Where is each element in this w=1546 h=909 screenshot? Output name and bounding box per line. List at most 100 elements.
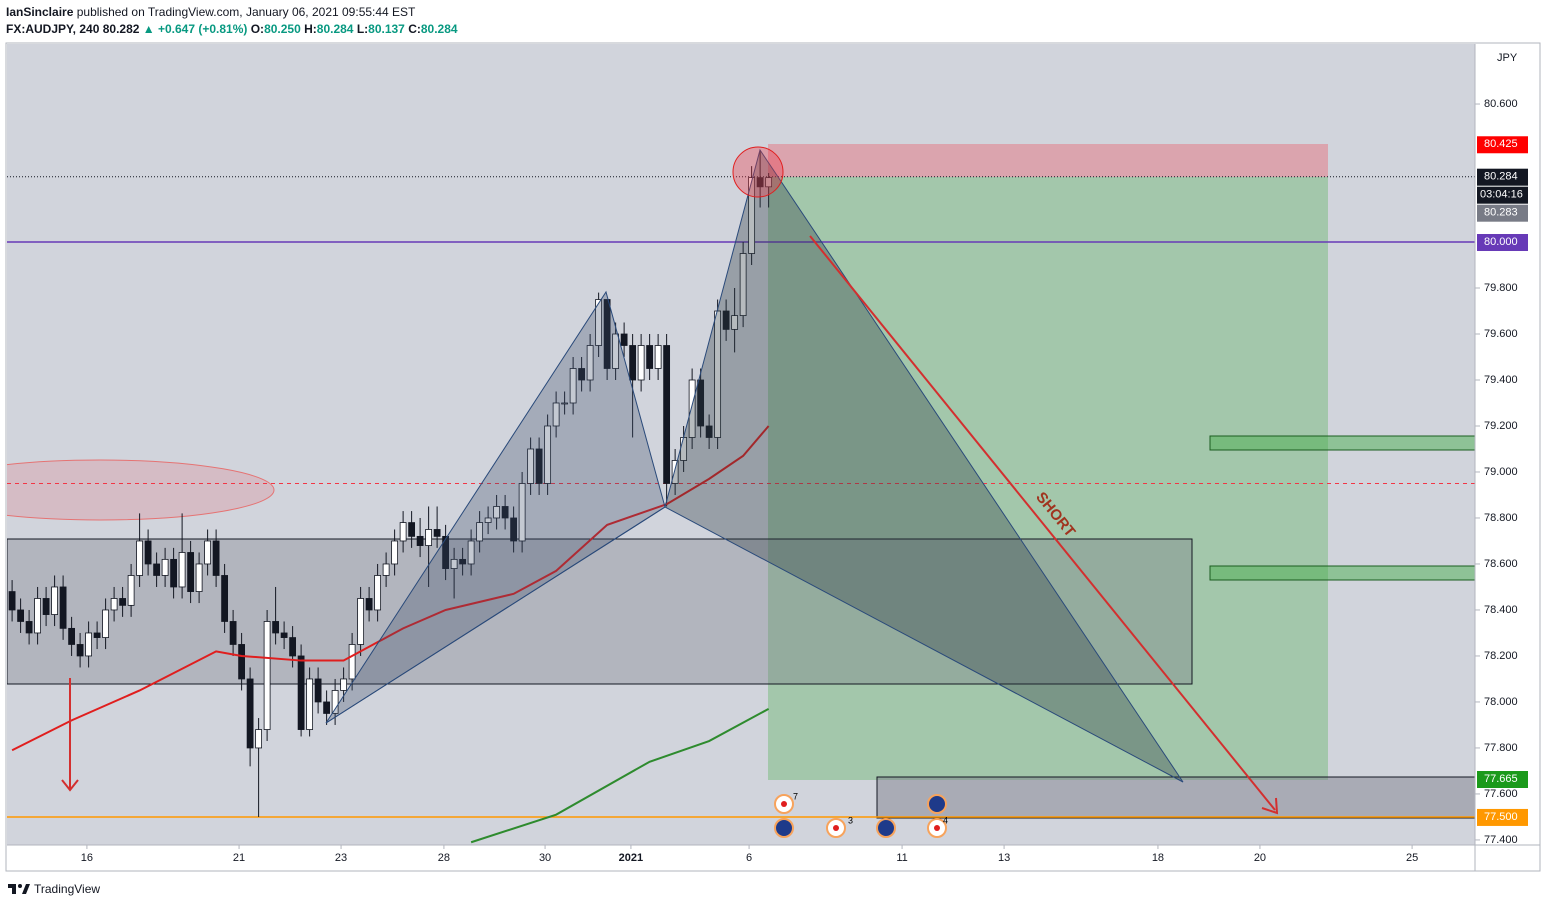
ohlc-o-value: 80.250 [264, 22, 301, 36]
candle-body [493, 506, 501, 519]
candle-body [297, 655, 305, 730]
candle-body [178, 552, 186, 588]
candle-body [85, 632, 93, 657]
candle-body [518, 483, 526, 542]
candle-body [340, 678, 348, 691]
brand: TradingView [34, 882, 101, 896]
candle-body [391, 540, 399, 565]
candle-body [93, 632, 101, 638]
event-count: 4 [943, 815, 948, 825]
pattern-line [325, 506, 666, 724]
y-tick-label: 77.600 [1484, 788, 1518, 800]
candle-body [348, 644, 356, 680]
candle-body [68, 627, 76, 645]
pattern: SHORT 7 3 4 [61, 146, 1279, 838]
candle-body [289, 637, 297, 657]
candle-body [246, 678, 254, 749]
y-tick-label: 79.600 [1484, 328, 1518, 340]
x-tick-label: 18 [1152, 852, 1164, 864]
price-label: 80.425 [1484, 138, 1518, 150]
candle-body [331, 690, 339, 714]
x-tick-label: 6 [746, 852, 752, 864]
candle-body [170, 558, 178, 588]
event-marker [927, 794, 947, 814]
header: IanSinclaire published on TradingView.co… [6, 4, 458, 38]
y-tick-label: 78.600 [1484, 558, 1518, 570]
ellipse [7, 459, 275, 521]
candle-body [722, 310, 730, 330]
candle-body [442, 535, 450, 569]
x-tick-label: 23 [335, 852, 347, 864]
candle-body [323, 701, 331, 714]
footer: TradingView [8, 882, 100, 896]
candle-body [578, 368, 586, 381]
candle-body [654, 345, 662, 369]
candle-body [467, 540, 475, 565]
candle-body [365, 598, 373, 611]
candle-body [161, 558, 169, 576]
candle-body [399, 522, 407, 542]
y-tick-label: 78.200 [1484, 650, 1518, 662]
candle-body [484, 517, 492, 523]
candle-body [263, 621, 271, 730]
candle-body [765, 177, 773, 188]
countdown-bg [1477, 186, 1528, 204]
candle-body [374, 575, 382, 611]
candle-body [229, 621, 237, 645]
x-tick-label: 2021 [619, 852, 643, 864]
short-arrow [809, 235, 1276, 811]
price-label-bg [1477, 808, 1528, 826]
y-tick-label: 78.000 [1484, 696, 1518, 708]
axes: 77.400 77.600 77.800 78.000 78.200 78.400 78.6… [81, 98, 1528, 864]
price-label-bg [1477, 136, 1528, 154]
ohlc-o: O: [250, 22, 265, 36]
y-tick-label: 79.200 [1484, 420, 1518, 432]
candle-body [110, 598, 118, 611]
stop-zone [768, 144, 1328, 177]
candle-body [535, 448, 543, 484]
event-marker [876, 818, 896, 838]
candle-body [731, 315, 739, 330]
candle-body [603, 299, 611, 369]
y-tick-label: 79.400 [1484, 374, 1518, 386]
candle-body [136, 540, 144, 576]
candle-body [620, 333, 628, 346]
arrow-head [1261, 797, 1279, 815]
x-tick-label: 13 [998, 852, 1010, 864]
candle-body [25, 621, 33, 634]
x-tick-label: 20 [1254, 852, 1266, 864]
candle-body [756, 177, 764, 188]
pattern-leg [664, 148, 1184, 783]
x-tick-label: 30 [539, 852, 551, 864]
candle-body [238, 644, 246, 680]
price-label-bg [1477, 234, 1528, 252]
candle-body [433, 529, 441, 537]
x-tick-label: 11 [896, 852, 907, 864]
price-label-bg [1477, 770, 1528, 788]
candle-body [459, 558, 467, 565]
price-label-bg [1477, 168, 1528, 186]
currency: JPY [1497, 52, 1518, 64]
candle-body [416, 535, 424, 546]
candle-body [705, 425, 713, 438]
candle-body [17, 609, 25, 622]
candle-body [306, 678, 314, 730]
logo [8, 884, 30, 894]
ohlc-h: H: [304, 22, 317, 36]
candle-body [76, 644, 84, 657]
candle-body [739, 253, 747, 316]
candle-body [255, 729, 263, 749]
event-count: 3 [848, 815, 853, 825]
candle-body [204, 540, 212, 565]
price-label: 80.000 [1484, 236, 1518, 248]
candle-body [59, 586, 67, 629]
highlight-circle [732, 146, 784, 198]
zone-box [1209, 565, 1475, 581]
candle-body [637, 345, 645, 381]
x-tick-label: 16 [81, 852, 93, 864]
candle-body [646, 345, 654, 369]
levels [7, 176, 1475, 818]
y-tick-label: 77.800 [1484, 742, 1518, 754]
price-label: 80.283 [1484, 207, 1518, 219]
